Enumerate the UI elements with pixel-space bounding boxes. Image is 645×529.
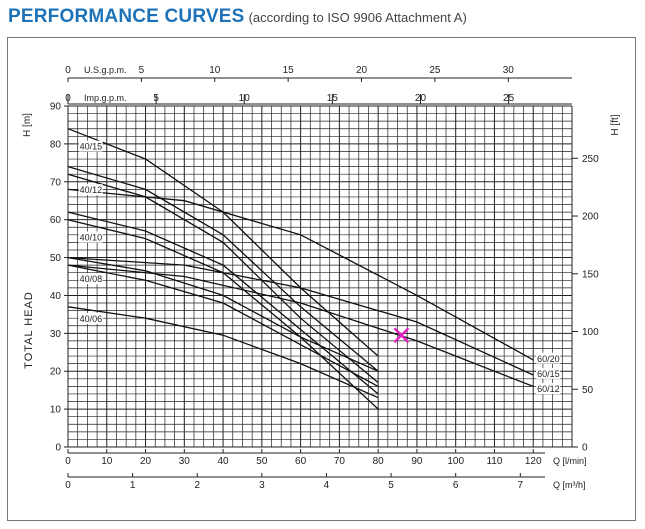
x-tick-label-m3h: 5 bbox=[388, 480, 394, 491]
x-tick-label-lmin: 80 bbox=[373, 456, 385, 467]
y-axis-title: TOTAL HEAD bbox=[23, 291, 35, 369]
y-tick-label-ft: 50 bbox=[582, 385, 594, 396]
x-tick-label-impgpm: 0 bbox=[65, 93, 71, 104]
y-tick-label-ft: 0 bbox=[582, 443, 588, 454]
curve-40-10 bbox=[67, 256, 379, 372]
grid bbox=[67, 105, 573, 448]
curve-label: 60/12 bbox=[537, 384, 560, 394]
y-tick-label-ft: 150 bbox=[582, 269, 599, 280]
y-tick-label-m: 50 bbox=[50, 253, 62, 264]
x-tick-label-impgpm: 5 bbox=[153, 93, 159, 104]
x-tick-label-usgpm: 15 bbox=[283, 65, 295, 76]
x-tick-label-lmin: 50 bbox=[256, 456, 268, 467]
y-tick-label-m: 30 bbox=[50, 329, 62, 340]
y-tick-label-m: 80 bbox=[50, 139, 62, 150]
x-tick-label-impgpm: 20 bbox=[415, 93, 427, 104]
curve-60-12 bbox=[67, 264, 534, 388]
x-tick-label-usgpm: 10 bbox=[209, 65, 221, 76]
curves bbox=[67, 128, 534, 410]
x-tick-label-lmin: 60 bbox=[295, 456, 307, 467]
x-tick-label-lmin: 10 bbox=[101, 456, 113, 467]
chart-title: PERFORMANCE CURVES bbox=[8, 6, 245, 27]
x-tick-label-usgpm: 5 bbox=[139, 65, 145, 76]
x-tick-label-lmin: 90 bbox=[411, 456, 423, 467]
y-unit-right: H [ft] bbox=[610, 114, 621, 135]
x-tick-label-lmin: 110 bbox=[486, 456, 502, 467]
x-tick-label-m3h: 3 bbox=[259, 480, 265, 491]
x-tick-label-m3h: 0 bbox=[65, 480, 71, 491]
curve-label: 40/12 bbox=[80, 185, 103, 195]
y-tick-label-m: 0 bbox=[55, 443, 61, 454]
operating-point-marker bbox=[393, 327, 410, 344]
y-tick-label-ft: 250 bbox=[582, 154, 599, 165]
curve-40-15 bbox=[67, 165, 379, 372]
y-tick-label-m: 10 bbox=[50, 405, 62, 416]
y-tick-label-m: 60 bbox=[50, 215, 62, 226]
x-tick-label-m3h: 2 bbox=[194, 480, 200, 491]
y-unit-left: H [m] bbox=[22, 113, 33, 137]
x-tick-label-lmin: 20 bbox=[140, 456, 152, 467]
x-tick-label-impgpm: 15 bbox=[327, 93, 339, 104]
curve-40-12 bbox=[67, 211, 379, 395]
x-tick-label-impgpm: 10 bbox=[239, 93, 251, 104]
x-tick-label-usgpm: 0 bbox=[65, 65, 71, 76]
curve-40-08 bbox=[67, 264, 379, 387]
curve-label: 40/10 bbox=[80, 233, 103, 243]
chart-frame bbox=[7, 37, 636, 521]
curve-60-15 bbox=[67, 256, 534, 376]
marker-stroke bbox=[393, 327, 410, 344]
x-tick-label-lmin: 120 bbox=[525, 456, 542, 467]
curve-label-bg bbox=[536, 352, 561, 364]
x-unit-usgpm: U.S.g.p.m. bbox=[84, 65, 127, 75]
y-tick-label-m: 90 bbox=[50, 102, 62, 113]
x-tick-label-lmin: 100 bbox=[447, 456, 464, 467]
y-tick-label-ft: 100 bbox=[582, 327, 599, 338]
x-unit-impgpm: Imp.g.p.m. bbox=[84, 93, 127, 103]
x-tick-label-m3h: 7 bbox=[518, 480, 524, 491]
curve-label: 40/15 bbox=[80, 142, 103, 152]
x-tick-label-m3h: 6 bbox=[453, 480, 459, 491]
y-tick-label-ft: 200 bbox=[582, 212, 599, 223]
x-tick-label-usgpm: 25 bbox=[429, 65, 441, 76]
curve-label: 40/06 bbox=[80, 314, 103, 324]
curve-40-06 bbox=[67, 306, 379, 399]
curve-label-bg bbox=[78, 231, 103, 243]
x-tick-label-lmin: 0 bbox=[65, 456, 71, 467]
curve-label: 60/15 bbox=[537, 369, 560, 379]
x-tick-label-m3h: 1 bbox=[130, 480, 136, 491]
curve-label-bg bbox=[78, 140, 103, 152]
curve-60-20 bbox=[67, 188, 534, 361]
x-tick-label-usgpm: 20 bbox=[356, 65, 368, 76]
y-tick-label-m: 20 bbox=[50, 367, 62, 378]
x-tick-label-lmin: 40 bbox=[218, 456, 230, 467]
x-tick-label-impgpm: 25 bbox=[503, 93, 515, 104]
chart-heading: PERFORMANCE CURVES (according to ISO 9906… bbox=[8, 6, 467, 28]
x-unit-m3h: Q [m³/h] bbox=[553, 480, 586, 490]
x-tick-label-lmin: 70 bbox=[334, 456, 346, 467]
curve-label-bg bbox=[78, 312, 103, 324]
x-tick-label-usgpm: 30 bbox=[503, 65, 515, 76]
x-tick-label-lmin: 30 bbox=[179, 456, 191, 467]
curve-label: 40/08 bbox=[80, 274, 103, 284]
curve-40-12 bbox=[67, 173, 379, 384]
curve-label-bg bbox=[78, 184, 103, 196]
x-unit-lmin: Q [l/min] bbox=[553, 456, 587, 466]
x-tick-label-m3h: 4 bbox=[324, 480, 330, 491]
y-tick-label-m: 40 bbox=[50, 291, 62, 302]
curve-label-bg bbox=[536, 383, 561, 395]
curve-label: 60/20 bbox=[537, 354, 560, 364]
chart-subtitle: (according to ISO 9906 Attachment A) bbox=[248, 10, 467, 25]
y-tick-label-m: 70 bbox=[50, 177, 62, 188]
curve-label-bg bbox=[78, 273, 103, 285]
curve-label-bg bbox=[536, 367, 561, 379]
